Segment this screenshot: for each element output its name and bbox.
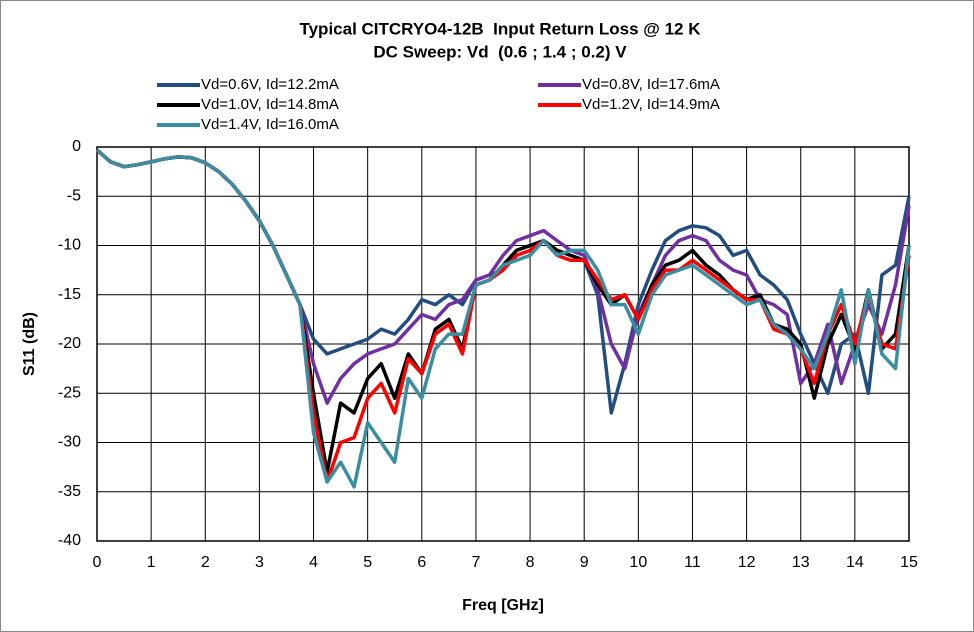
legend-label: Vd=1.2V, Id=14.9mA [582,96,720,113]
x-tick-label: 15 [900,554,918,571]
y-axis-label: S11 (dB) [21,312,38,376]
legend-label: Vd=0.8V, Id=17.6mA [582,76,720,93]
y-tick-label: -35 [58,483,81,500]
y-tick-label: -15 [58,286,81,303]
y-tick-label: -25 [58,384,81,401]
y-tick-label: -30 [58,434,81,451]
y-tick-label: -10 [58,237,81,254]
x-tick-label: 8 [526,554,535,571]
y-tick-label: -5 [67,187,81,204]
x-tick-label: 9 [580,554,589,571]
x-axis-label: Freq [GHz] [462,597,544,614]
x-tick-label: 2 [201,554,210,571]
x-tick-label: 11 [684,554,701,571]
legend-label: Vd=1.4V, Id=16.0mA [201,116,339,133]
x-tick-label: 10 [629,554,647,571]
legend-label: Vd=1.0V, Id=14.8mA [201,96,339,113]
y-tick-label: -40 [58,532,81,549]
x-tick-label: 6 [417,554,426,571]
x-tick-label: 12 [738,554,756,571]
x-tick-label: 13 [792,554,810,571]
chart-subtitle: DC Sweep: Vd (0.6 ; 1.4 ; 0.2) V [373,42,627,61]
x-tick-label: 1 [147,554,156,571]
x-tick-label: 4 [309,554,318,571]
x-tick-label: 7 [471,554,480,571]
y-tick-label: 0 [72,138,81,155]
data-line [95,148,911,489]
plot-border [96,146,910,542]
x-tick-label: 0 [93,554,102,571]
x-tick-label: 3 [255,554,264,571]
chart-title: Typical CITCRYO4-12B Input Return Loss @… [299,19,701,38]
y-tick-label: -20 [58,335,81,352]
legend-label: Vd=0.6V, Id=12.2mA [201,76,339,93]
x-tick-label: 5 [363,554,372,571]
x-tick-label: 14 [846,554,864,571]
